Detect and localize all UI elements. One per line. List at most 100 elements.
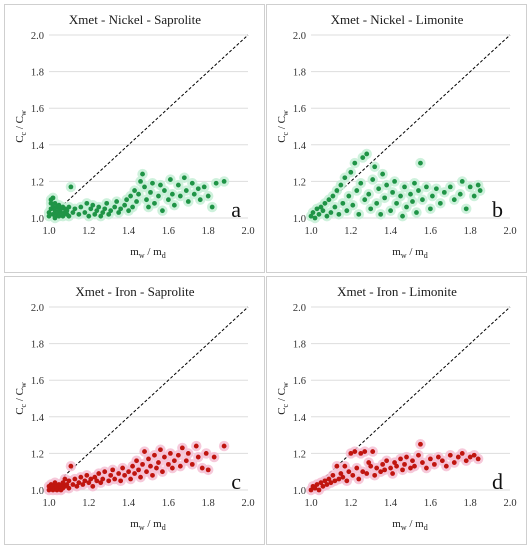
data-point [360,469,366,475]
data-point [84,472,90,478]
data-point [404,204,409,210]
data-point [370,449,376,454]
chart-panel-b: Xmet - Nickel - Limonite 1.0 1.2 1.4 1.6 1.8 2… [266,4,527,273]
data-point [372,164,378,170]
data-point [124,197,130,203]
data-point [314,482,320,487]
y-tick-label: 1.2 [31,449,44,460]
data-point [177,193,183,199]
data-point [451,460,457,465]
data-point [80,482,86,487]
data-point [314,206,320,212]
data-point [205,193,211,199]
x-tick-label: 1.4 [384,498,398,509]
y-tick-label: 1.8 [293,68,306,79]
data-point [140,461,145,467]
data-point [166,197,171,203]
data-point [92,474,98,480]
data-point [330,193,336,199]
data-point [128,476,133,482]
data-point [320,208,326,214]
data-point [122,202,128,208]
data-point [382,467,388,473]
data-point [66,204,72,210]
data-point [354,188,360,193]
x-tick-label: 1.8 [464,226,477,237]
x-tick-label: 1.8 [202,226,215,237]
data-point [158,447,163,453]
x-tick-label: 1.4 [384,226,398,237]
data-point [459,451,465,456]
data-point [146,456,151,462]
data-point [46,213,52,219]
data-point [100,476,106,482]
data-point [336,476,342,482]
data-point [177,463,183,469]
data-point [96,471,102,476]
data-point [384,182,390,188]
data-point [52,200,58,206]
data-point [342,175,348,181]
data-point [100,210,106,215]
data-point [76,211,82,217]
data-point [463,458,469,464]
data-point [142,449,147,454]
data-point [414,210,419,215]
y-tick-label: 2.0 [293,31,306,42]
data-point [179,445,185,451]
data-point [340,200,346,206]
data-point [429,193,435,199]
data-point [410,199,415,204]
data-point [424,184,429,190]
chart-panel-c: Xmet - Iron - Saprolite 1.0 1.2 1.4 1.6 1.8 2.… [4,276,265,545]
chart-svg-b: Xmet - Nickel - Limonite 1.0 1.2 1.4 1.6 1.8 2… [276,12,517,260]
data-point [348,451,354,456]
data-point [221,179,227,184]
data-point [352,160,358,166]
data-point [102,206,108,212]
data-point [364,151,370,157]
data-point [169,191,175,197]
data-point [52,215,58,221]
data-point [62,476,68,482]
data-point [388,465,393,471]
chart-title: Xmet - Iron - Saprolite [75,284,194,299]
data-point [412,463,417,469]
data-point [60,480,66,486]
data-point [404,454,409,460]
x-tick-label: 1.0 [42,498,55,509]
data-point [362,197,368,203]
data-point [328,210,334,215]
y-tick-label: 2.0 [293,303,306,314]
reference-line-y-equals-x [310,306,511,491]
data-point [392,460,397,465]
data-point [392,179,397,184]
data-point [98,480,104,486]
data-point [338,182,344,188]
data-point [416,188,421,193]
data-point [86,480,92,486]
data-point [193,443,199,449]
data-point [92,211,98,217]
data-point [94,208,100,214]
y-tick-label: 1.6 [293,104,306,115]
data-point [169,465,175,471]
x-axis-label: mw / md [392,518,427,532]
data-point [171,458,177,464]
chart-panel-a: Xmet - Nickel - Saprolite 1.0 1.2 1.4 1.6 1.8… [4,4,265,273]
data-point [316,211,322,217]
data-point [374,200,380,206]
data-point [366,460,372,465]
data-point [433,186,439,192]
data-point [424,465,429,471]
data-point [102,469,108,475]
data-point [78,474,84,480]
data-point [459,179,465,184]
data-point [310,210,316,215]
y-tick-label: 1.8 [293,340,306,351]
data-point [122,472,128,478]
y-tick-label: 1.0 [293,486,306,497]
x-tick-label: 1.6 [424,498,437,509]
data-point [162,454,167,460]
data-point [84,200,90,206]
